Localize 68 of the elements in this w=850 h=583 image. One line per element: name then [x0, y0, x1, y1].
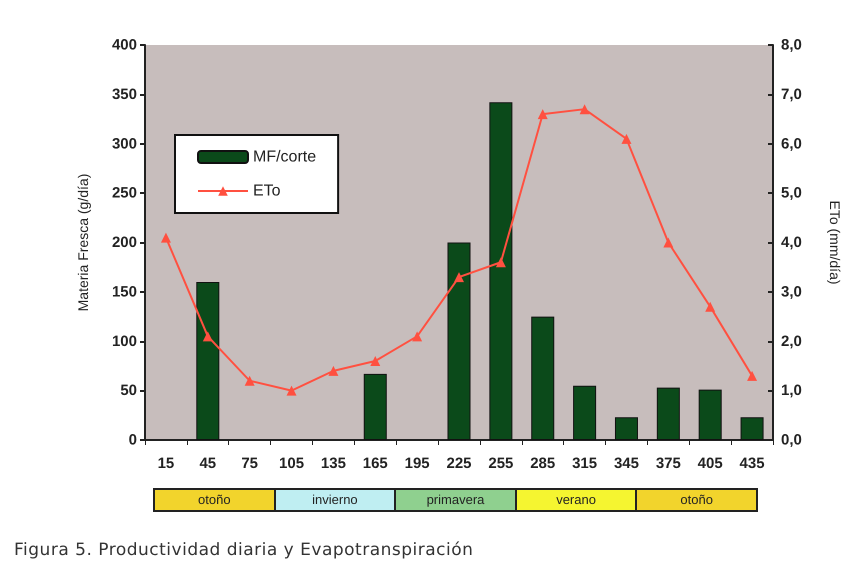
x-tick-label: 375: [656, 455, 681, 472]
point: [454, 272, 464, 282]
point: [747, 370, 758, 381]
y-tick-label: 250: [112, 184, 137, 202]
y-axis-title: Materia Fresca (g/día): [75, 174, 91, 312]
point: [580, 104, 590, 114]
y-tick-label: 200: [112, 234, 137, 251]
text: Figura 5. Productividad diaria y Evapotranspiración: [14, 540, 474, 560]
point: [328, 366, 338, 376]
y2-tick-label: 2,0: [781, 332, 802, 350]
point: [202, 331, 213, 342]
x-tick-label: 135: [320, 455, 346, 472]
point: [412, 331, 422, 342]
y2-tick-label: 6,0: [781, 135, 802, 152]
legend-label: MF/corte: [253, 148, 316, 166]
point: [496, 257, 506, 268]
y2-axis-title: ETo (mm/día): [827, 200, 843, 285]
point: [286, 386, 297, 396]
bar: [614, 417, 638, 440]
x-tick-label: 315: [572, 455, 598, 472]
y2-tick-label: 5,0: [781, 184, 802, 202]
y2-tick-label: 7,0: [781, 86, 802, 103]
x-tick-label: 435: [740, 455, 765, 472]
y2-tick-label: 3,0: [781, 283, 802, 300]
bar: [196, 282, 220, 440]
bar: [740, 417, 764, 440]
x-tick-label: 225: [446, 455, 472, 472]
y2-tick-label: 4,0: [781, 234, 802, 251]
y2-tick-label: 0,0: [781, 432, 802, 448]
point: [370, 356, 380, 366]
text: otoño: [637, 490, 756, 510]
point: [663, 238, 674, 248]
x-tick-label: 405: [698, 455, 723, 472]
point: [621, 134, 632, 144]
y-tick-label: 100: [112, 332, 137, 350]
bar: [364, 374, 387, 440]
text: primavera: [396, 490, 517, 510]
bar: [447, 242, 471, 440]
x-tick-label: 345: [614, 455, 639, 472]
y-tick-label: 150: [112, 283, 137, 300]
bar: [656, 388, 680, 440]
text: otoño: [155, 490, 276, 510]
bar: [531, 316, 554, 440]
y-tick-label: 50: [120, 382, 137, 400]
y-tick-label: 400: [112, 36, 137, 54]
y-tick-label: 0: [128, 432, 137, 448]
x-tick-label: 105: [279, 455, 304, 472]
legend-label: ETo: [253, 182, 281, 200]
x-tick-label: 285: [530, 455, 556, 472]
y-tick-label: 350: [112, 86, 137, 103]
x-tick-label: 255: [488, 455, 514, 472]
point: [538, 109, 548, 120]
text: verano: [516, 490, 638, 510]
y2-tick-label: 8,0: [781, 36, 802, 54]
x-tick-label: 195: [404, 455, 430, 472]
x-tick-label: 75: [241, 455, 258, 472]
bar: [489, 102, 512, 440]
x-tick-label: 15: [158, 455, 174, 472]
y-tick-label: 300: [112, 135, 137, 152]
bar: [573, 386, 596, 440]
x-tick-label: 165: [362, 455, 388, 472]
point: [705, 302, 716, 312]
bar: [698, 390, 722, 440]
text: invierno: [276, 490, 396, 510]
point: [160, 232, 171, 243]
y2-tick-label: 1,0: [781, 382, 802, 400]
point: [244, 376, 255, 386]
x-tick-label: 45: [199, 455, 216, 472]
